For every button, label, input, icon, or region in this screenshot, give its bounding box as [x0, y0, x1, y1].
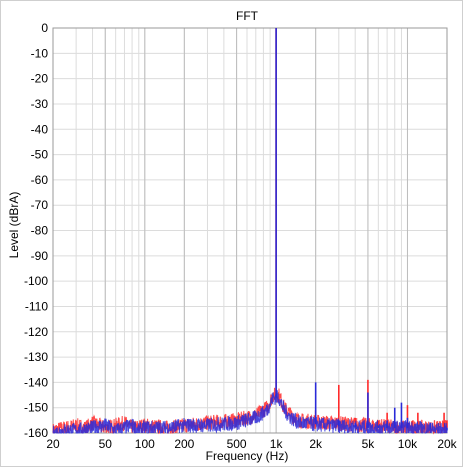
x-tick-label: 200: [174, 437, 194, 451]
y-axis-ticks: 0 -10 -20 -30 -40 -50 -60 -70 -80 -90 -100 -110 -120…: [24, 21, 48, 440]
x-tick-label: 20k: [437, 437, 457, 451]
x-tick-label: 500: [227, 437, 247, 451]
y-tick-label: -80: [31, 224, 49, 238]
y-tick-label: -20: [31, 72, 49, 86]
y-tick-label: -90: [31, 249, 49, 263]
y-tick-label: 0: [41, 21, 48, 35]
y-tick-label: -120: [24, 325, 48, 339]
y-tick-label: -110: [25, 299, 48, 313]
y-tick-label: -10: [31, 46, 49, 60]
chart-frame: FFT 20 50 100 200 500 1k 2k 5k 10k 20k 0 -10 -20 -30…: [0, 0, 463, 467]
x-axis-label: Frequency (Hz): [206, 449, 289, 463]
x-tick-label: 1k: [270, 437, 284, 451]
series-noise-floor: [52, 390, 448, 434]
x-tick-label: 10k: [398, 437, 418, 451]
y-tick-label: -100: [24, 274, 48, 288]
x-tick-label: 20: [46, 437, 60, 451]
series-2: [52, 28, 448, 434]
y-tick-label: -30: [31, 97, 49, 111]
x-tick-label: 2k: [309, 437, 323, 451]
grid: [52, 27, 448, 434]
x-tick-label: 50: [99, 437, 113, 451]
plot-border: [52, 27, 448, 434]
y-tick-label: -160: [24, 426, 48, 440]
y-tick-label: -40: [31, 122, 49, 136]
x-tick-label: 5k: [362, 437, 376, 451]
x-axis-ticks: 20 50 100 200 500 1k 2k 5k 10k 20k: [46, 437, 457, 451]
y-tick-label: -50: [31, 148, 49, 162]
y-tick-label: -70: [31, 198, 49, 212]
series-layer: [52, 28, 448, 435]
y-tick-label: -60: [31, 173, 49, 187]
y-tick-label: -130: [24, 350, 48, 364]
x-tick-label: 100: [135, 437, 155, 451]
y-tick-label: -150: [24, 401, 48, 415]
y-tick-label: -140: [24, 375, 48, 389]
chart-title: FFT: [236, 9, 259, 23]
fft-chart: FFT 20 50 100 200 500 1k 2k 5k 10k 20k 0 -10 -20 -30…: [7, 9, 458, 463]
y-axis-label: Level (dBrA): [7, 192, 21, 259]
